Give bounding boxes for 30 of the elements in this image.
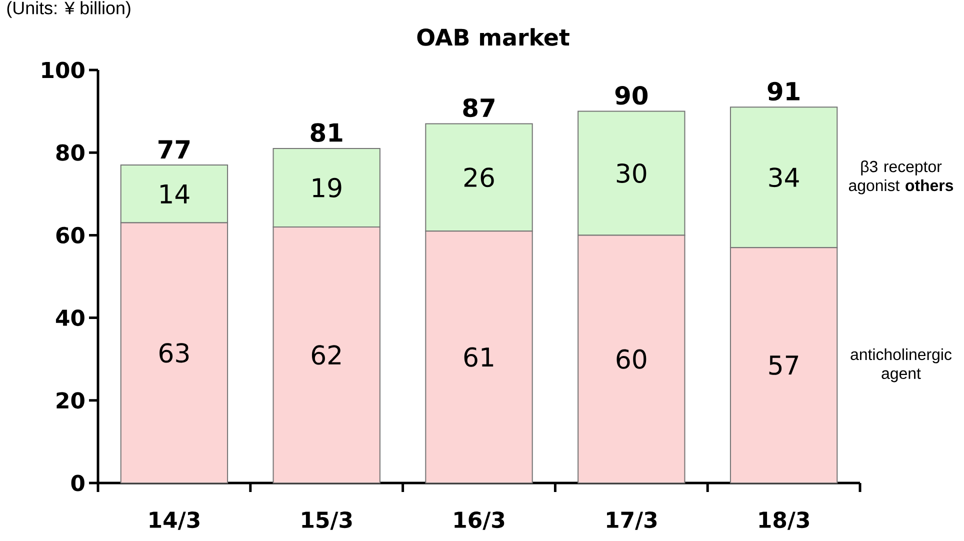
- y-tick-label: 20: [56, 392, 84, 409]
- data-label: 30: [616, 163, 646, 184]
- data-label: 14: [160, 184, 190, 204]
- data-label: 57: [769, 356, 798, 375]
- x-tick-label: 16/3: [454, 512, 504, 530]
- total-label: 77: [158, 140, 190, 158]
- x-tick-label: 15/3: [302, 512, 352, 530]
- y-tick-label: 60: [56, 226, 84, 244]
- data-label: 62: [312, 345, 340, 365]
- total-label: 87: [463, 98, 494, 118]
- data-label: 19: [312, 178, 342, 198]
- y-tick-label: 0: [71, 474, 84, 492]
- x-tick-label: 14/3: [150, 512, 200, 530]
- x-tick-label: 17/3: [606, 512, 657, 530]
- data-label: 34: [769, 168, 799, 188]
- total-label: 91: [768, 82, 800, 101]
- data-label: 63: [160, 343, 189, 363]
- y-tick-label: 40: [56, 310, 84, 326]
- total-label: 90: [615, 86, 648, 105]
- data-label: 60: [616, 349, 646, 369]
- data-label: 61: [464, 347, 494, 367]
- series-label: anticholinergic agent: [850, 348, 952, 382]
- y-tick-label: 100: [42, 62, 84, 78]
- text: (Units: ¥ billion): [7, 1, 130, 18]
- x-tick-label: 18/3: [759, 512, 809, 530]
- data-label: 26: [464, 168, 494, 188]
- total-label: 81: [310, 123, 342, 142]
- y-tick-label: 80: [56, 144, 84, 161]
- chart-title: OAB market: [417, 28, 570, 46]
- series-label: β3 receptor agonist others: [848, 160, 954, 194]
